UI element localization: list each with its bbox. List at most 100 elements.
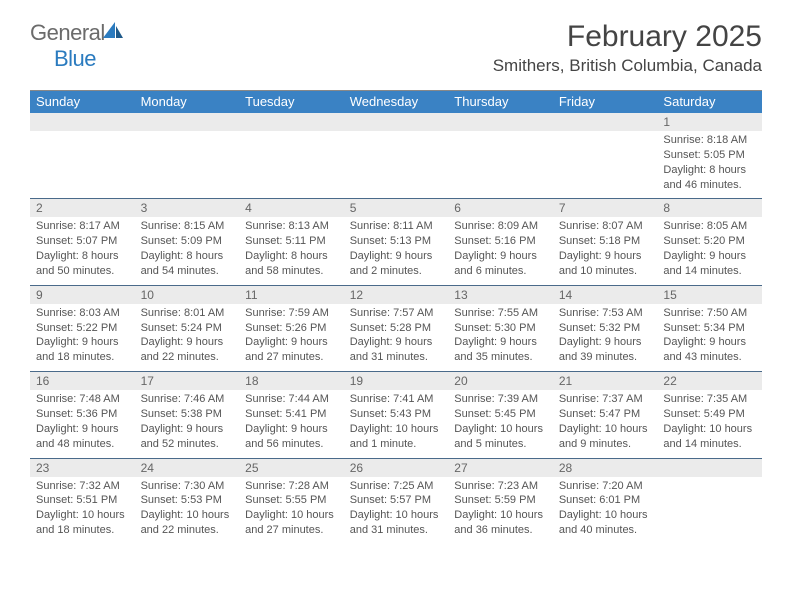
day-info-line: Sunrise: 7:23 AM: [454, 479, 547, 494]
day-info-line: Sunrise: 7:53 AM: [559, 306, 652, 321]
logo-text: General Blue: [30, 20, 125, 72]
day-info-line: and 18 minutes.: [36, 350, 129, 365]
day-info-line: and 9 minutes.: [559, 437, 652, 452]
day-body-row: Sunrise: 7:32 AMSunset: 5:51 PMDaylight:…: [30, 477, 762, 544]
day-info-line: Daylight: 9 hours: [559, 335, 652, 350]
logo-word-blue: Blue: [54, 46, 96, 71]
day-number-cell: 19: [344, 372, 449, 390]
day-body-row: Sunrise: 8:18 AMSunset: 5:05 PMDaylight:…: [30, 131, 762, 198]
day-info-line: and 40 minutes.: [559, 523, 652, 538]
day-info-line: Sunset: 5:47 PM: [559, 407, 652, 422]
day-body-cell: Sunrise: 7:44 AMSunset: 5:41 PMDaylight:…: [239, 390, 344, 457]
day-info-line: and 14 minutes.: [663, 437, 756, 452]
day-info-line: Daylight: 10 hours: [245, 508, 338, 523]
day-body-cell: [448, 131, 553, 198]
day-info-line: Daylight: 9 hours: [663, 335, 756, 350]
day-body-cell: Sunrise: 7:25 AMSunset: 5:57 PMDaylight:…: [344, 477, 449, 544]
day-number-strip: 232425262728: [30, 459, 762, 477]
day-info-line: and 18 minutes.: [36, 523, 129, 538]
day-number-cell: 6: [448, 199, 553, 217]
day-number-cell: 18: [239, 372, 344, 390]
day-number-cell: 12: [344, 286, 449, 304]
day-info-line: Daylight: 10 hours: [663, 422, 756, 437]
day-body-cell: Sunrise: 7:53 AMSunset: 5:32 PMDaylight:…: [553, 304, 658, 371]
day-info-line: Sunrise: 7:57 AM: [350, 306, 443, 321]
day-number-cell: 24: [135, 459, 240, 477]
day-number-cell: [135, 113, 240, 131]
day-body-cell: Sunrise: 8:09 AMSunset: 5:16 PMDaylight:…: [448, 217, 553, 284]
day-info-line: Daylight: 9 hours: [454, 249, 547, 264]
day-info-line: Sunset: 5:18 PM: [559, 234, 652, 249]
day-info-line: Sunrise: 8:17 AM: [36, 219, 129, 234]
day-info-line: Sunset: 5:45 PM: [454, 407, 547, 422]
title-block: February 2025 Smithers, British Columbia…: [493, 20, 762, 76]
day-number-cell: [30, 113, 135, 131]
day-info-line: Sunset: 5:41 PM: [245, 407, 338, 422]
day-body-cell: [553, 131, 658, 198]
day-info-line: Sunset: 5:24 PM: [141, 321, 234, 336]
weekday-header-cell: Friday: [553, 91, 658, 113]
day-number-cell: [344, 113, 449, 131]
day-info-line: Sunrise: 7:20 AM: [559, 479, 652, 494]
day-info-line: Sunrise: 7:41 AM: [350, 392, 443, 407]
day-number-cell: 25: [239, 459, 344, 477]
day-info-line: Daylight: 10 hours: [36, 508, 129, 523]
day-info-line: Sunrise: 8:13 AM: [245, 219, 338, 234]
day-info-line: Daylight: 9 hours: [350, 249, 443, 264]
day-info-line: Sunrise: 7:48 AM: [36, 392, 129, 407]
day-info-line: Sunset: 5:59 PM: [454, 493, 547, 508]
day-info-line: and 10 minutes.: [559, 264, 652, 279]
weekday-header-cell: Tuesday: [239, 91, 344, 113]
day-info-line: Sunset: 5:55 PM: [245, 493, 338, 508]
logo-word-general: General: [30, 20, 105, 45]
day-info-line: Sunset: 5:20 PM: [663, 234, 756, 249]
day-number-cell: 10: [135, 286, 240, 304]
day-body-cell: Sunrise: 7:57 AMSunset: 5:28 PMDaylight:…: [344, 304, 449, 371]
day-number-cell: 9: [30, 286, 135, 304]
day-body-cell: Sunrise: 8:01 AMSunset: 5:24 PMDaylight:…: [135, 304, 240, 371]
day-number-cell: 15: [657, 286, 762, 304]
day-info-line: and 1 minute.: [350, 437, 443, 452]
day-number-cell: 22: [657, 372, 762, 390]
day-info-line: Daylight: 8 hours: [141, 249, 234, 264]
day-info-line: Sunrise: 7:35 AM: [663, 392, 756, 407]
day-body-cell: Sunrise: 8:15 AMSunset: 5:09 PMDaylight:…: [135, 217, 240, 284]
day-info-line: Sunrise: 8:07 AM: [559, 219, 652, 234]
day-number-cell: [657, 459, 762, 477]
day-info-line: Sunrise: 7:32 AM: [36, 479, 129, 494]
day-info-line: Sunset: 5:36 PM: [36, 407, 129, 422]
day-info-line: Daylight: 10 hours: [454, 422, 547, 437]
day-info-line: Sunset: 5:13 PM: [350, 234, 443, 249]
day-body-cell: Sunrise: 8:07 AMSunset: 5:18 PMDaylight:…: [553, 217, 658, 284]
day-info-line: Sunset: 5:05 PM: [663, 148, 756, 163]
calendar: SundayMondayTuesdayWednesdayThursdayFrid…: [30, 90, 762, 544]
day-info-line: Sunset: 5:32 PM: [559, 321, 652, 336]
day-body-cell: Sunrise: 8:03 AMSunset: 5:22 PMDaylight:…: [30, 304, 135, 371]
day-number-cell: 4: [239, 199, 344, 217]
header: General Blue February 2025 Smithers, Bri…: [0, 0, 792, 84]
day-info-line: Sunset: 5:28 PM: [350, 321, 443, 336]
day-info-line: and 14 minutes.: [663, 264, 756, 279]
day-info-line: and 52 minutes.: [141, 437, 234, 452]
day-number-cell: 1: [657, 113, 762, 131]
day-number-cell: 23: [30, 459, 135, 477]
day-number-cell: 26: [344, 459, 449, 477]
day-info-line: and 31 minutes.: [350, 350, 443, 365]
day-info-line: and 39 minutes.: [559, 350, 652, 365]
day-info-line: Sunset: 5:22 PM: [36, 321, 129, 336]
day-info-line: Sunrise: 8:15 AM: [141, 219, 234, 234]
day-body-cell: [344, 131, 449, 198]
day-body-cell: Sunrise: 7:37 AMSunset: 5:47 PMDaylight:…: [553, 390, 658, 457]
day-number-cell: 14: [553, 286, 658, 304]
day-info-line: and 2 minutes.: [350, 264, 443, 279]
day-info-line: Daylight: 9 hours: [141, 335, 234, 350]
day-number-cell: 7: [553, 199, 658, 217]
day-info-line: Sunset: 5:43 PM: [350, 407, 443, 422]
day-info-line: Sunset: 5:09 PM: [141, 234, 234, 249]
day-number-cell: 20: [448, 372, 553, 390]
day-info-line: and 43 minutes.: [663, 350, 756, 365]
day-number-cell: 11: [239, 286, 344, 304]
day-body-row: Sunrise: 8:03 AMSunset: 5:22 PMDaylight:…: [30, 304, 762, 371]
day-info-line: and 48 minutes.: [36, 437, 129, 452]
day-body-cell: Sunrise: 7:35 AMSunset: 5:49 PMDaylight:…: [657, 390, 762, 457]
